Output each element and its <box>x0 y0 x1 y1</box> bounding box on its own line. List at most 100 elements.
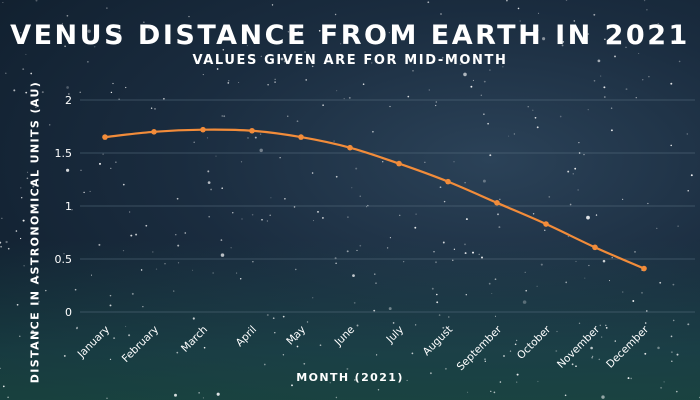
x-tick-label: July <box>384 324 407 347</box>
star <box>125 86 127 89</box>
star <box>498 226 501 229</box>
star <box>312 220 315 222</box>
star <box>215 155 217 157</box>
star <box>13 89 16 92</box>
star <box>23 265 25 267</box>
star <box>388 307 392 311</box>
star <box>348 97 351 99</box>
star <box>192 269 194 271</box>
star <box>597 59 601 63</box>
star <box>478 253 480 256</box>
star <box>575 260 577 263</box>
star <box>90 274 93 276</box>
star <box>173 290 175 292</box>
star <box>611 256 613 259</box>
star <box>388 31 391 34</box>
star <box>483 113 485 115</box>
star <box>516 373 519 376</box>
star <box>487 122 489 125</box>
horizon-glow <box>0 240 700 400</box>
chart-title: VENUS DISTANCE FROM EARTH IN 2021 <box>10 20 690 51</box>
star <box>109 294 112 297</box>
star <box>567 236 569 238</box>
star <box>118 30 121 33</box>
star <box>230 247 232 249</box>
star <box>177 262 180 264</box>
star <box>254 136 257 139</box>
star <box>223 115 226 118</box>
star <box>148 29 150 31</box>
star <box>287 31 290 33</box>
star <box>271 4 274 6</box>
star <box>373 309 376 312</box>
star <box>429 372 432 375</box>
star <box>435 261 437 264</box>
star <box>48 124 51 126</box>
star <box>164 263 166 265</box>
star <box>150 107 153 109</box>
star <box>506 0 508 2</box>
star <box>176 351 179 354</box>
star <box>352 274 355 277</box>
star <box>118 98 120 100</box>
star <box>0 367 1 369</box>
star <box>193 141 195 143</box>
star <box>174 393 177 397</box>
star <box>567 170 570 173</box>
star <box>610 129 613 132</box>
star <box>598 358 601 361</box>
star <box>523 34 526 36</box>
star <box>110 167 112 170</box>
star <box>575 365 577 368</box>
star <box>87 61 89 63</box>
star <box>192 337 194 340</box>
star <box>403 261 405 263</box>
star <box>672 283 675 286</box>
star <box>76 326 78 329</box>
star <box>414 226 417 229</box>
star <box>634 251 636 253</box>
star <box>601 395 605 399</box>
star <box>335 396 338 399</box>
star <box>184 232 187 234</box>
star <box>577 189 579 191</box>
star <box>129 211 131 213</box>
star <box>537 380 539 383</box>
star <box>145 224 148 227</box>
star <box>353 302 356 304</box>
star <box>356 249 358 251</box>
star <box>66 14 69 17</box>
star <box>537 29 539 31</box>
star <box>2 385 5 388</box>
star <box>603 86 606 89</box>
star <box>266 220 269 222</box>
star <box>670 82 673 85</box>
star <box>600 75 602 77</box>
y-tick-label: 1.5 <box>55 147 73 160</box>
star <box>540 263 543 266</box>
star <box>625 88 628 91</box>
star <box>509 350 512 352</box>
star <box>216 392 220 396</box>
star <box>269 214 271 217</box>
star <box>274 332 276 334</box>
star <box>41 91 44 94</box>
star <box>343 97 345 100</box>
star <box>374 273 376 275</box>
star <box>442 241 445 244</box>
star <box>590 346 593 350</box>
star <box>318 29 321 32</box>
star <box>571 363 574 366</box>
star <box>558 40 560 43</box>
y-tick-label: 0.5 <box>55 253 73 266</box>
star <box>7 247 10 250</box>
star <box>232 212 234 214</box>
star <box>266 314 269 316</box>
star <box>36 275 38 278</box>
star <box>480 94 482 96</box>
star <box>591 355 594 358</box>
star <box>489 69 491 71</box>
star <box>21 197 23 199</box>
star <box>484 358 486 360</box>
